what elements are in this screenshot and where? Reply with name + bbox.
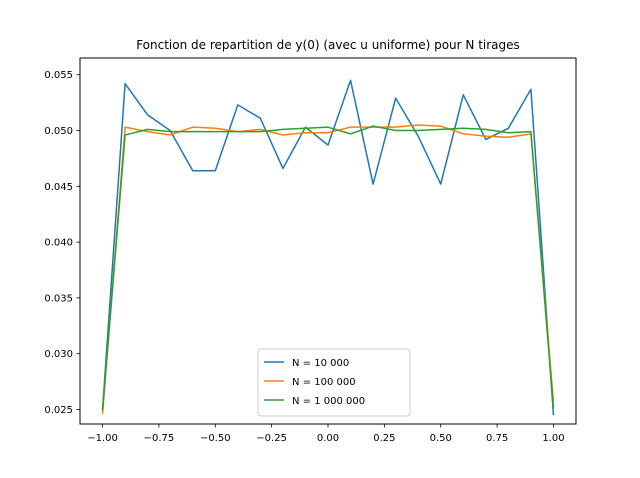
series-layer — [101, 79, 555, 416]
y-tick-label: 0.030 — [44, 349, 73, 360]
x-axis: −1.00 −0.75 −0.50 −0.25 0.00 0.25 0.50 0.75 1.00 — [87, 424, 565, 444]
chart-title: Fonction de repartition de y(0) (avec u … — [136, 38, 520, 52]
x-tick-label: −1.00 — [87, 433, 118, 444]
legend-box — [257, 348, 411, 417]
y-tick-label: 0.040 — [44, 238, 73, 249]
x-tick-label: 0.50 — [430, 433, 452, 444]
x-tick-label: −0.50 — [200, 433, 231, 444]
x-tick-label: 0.25 — [373, 433, 395, 444]
y-axis: 0.025 0.030 0.035 0.040 0.045 0.050 0.055 — [44, 70, 80, 416]
y-tick-label: 0.050 — [44, 126, 73, 137]
legend-label-1: N = 10 000 — [292, 358, 349, 369]
y-tick-label: 0.035 — [44, 293, 73, 304]
y-tick-label: 0.025 — [44, 405, 73, 416]
x-tick-label: 0.75 — [486, 433, 508, 444]
series-line-3 — [101, 125, 555, 411]
y-tick-label: 0.045 — [44, 182, 73, 193]
x-tick-label: −0.75 — [144, 433, 175, 444]
x-tick-label: 1.00 — [542, 433, 564, 444]
legend-label-3: N = 1 000 000 — [292, 396, 365, 407]
legend: N = 10 000 N = 100 000 N = 1 000 000 — [257, 348, 411, 417]
series-line-1 — [101, 79, 555, 416]
x-tick-label: −0.25 — [256, 433, 287, 444]
x-tick-label: 0.00 — [317, 433, 339, 444]
y-tick-label: 0.055 — [44, 70, 73, 81]
legend-label-2: N = 100 000 — [292, 377, 356, 388]
